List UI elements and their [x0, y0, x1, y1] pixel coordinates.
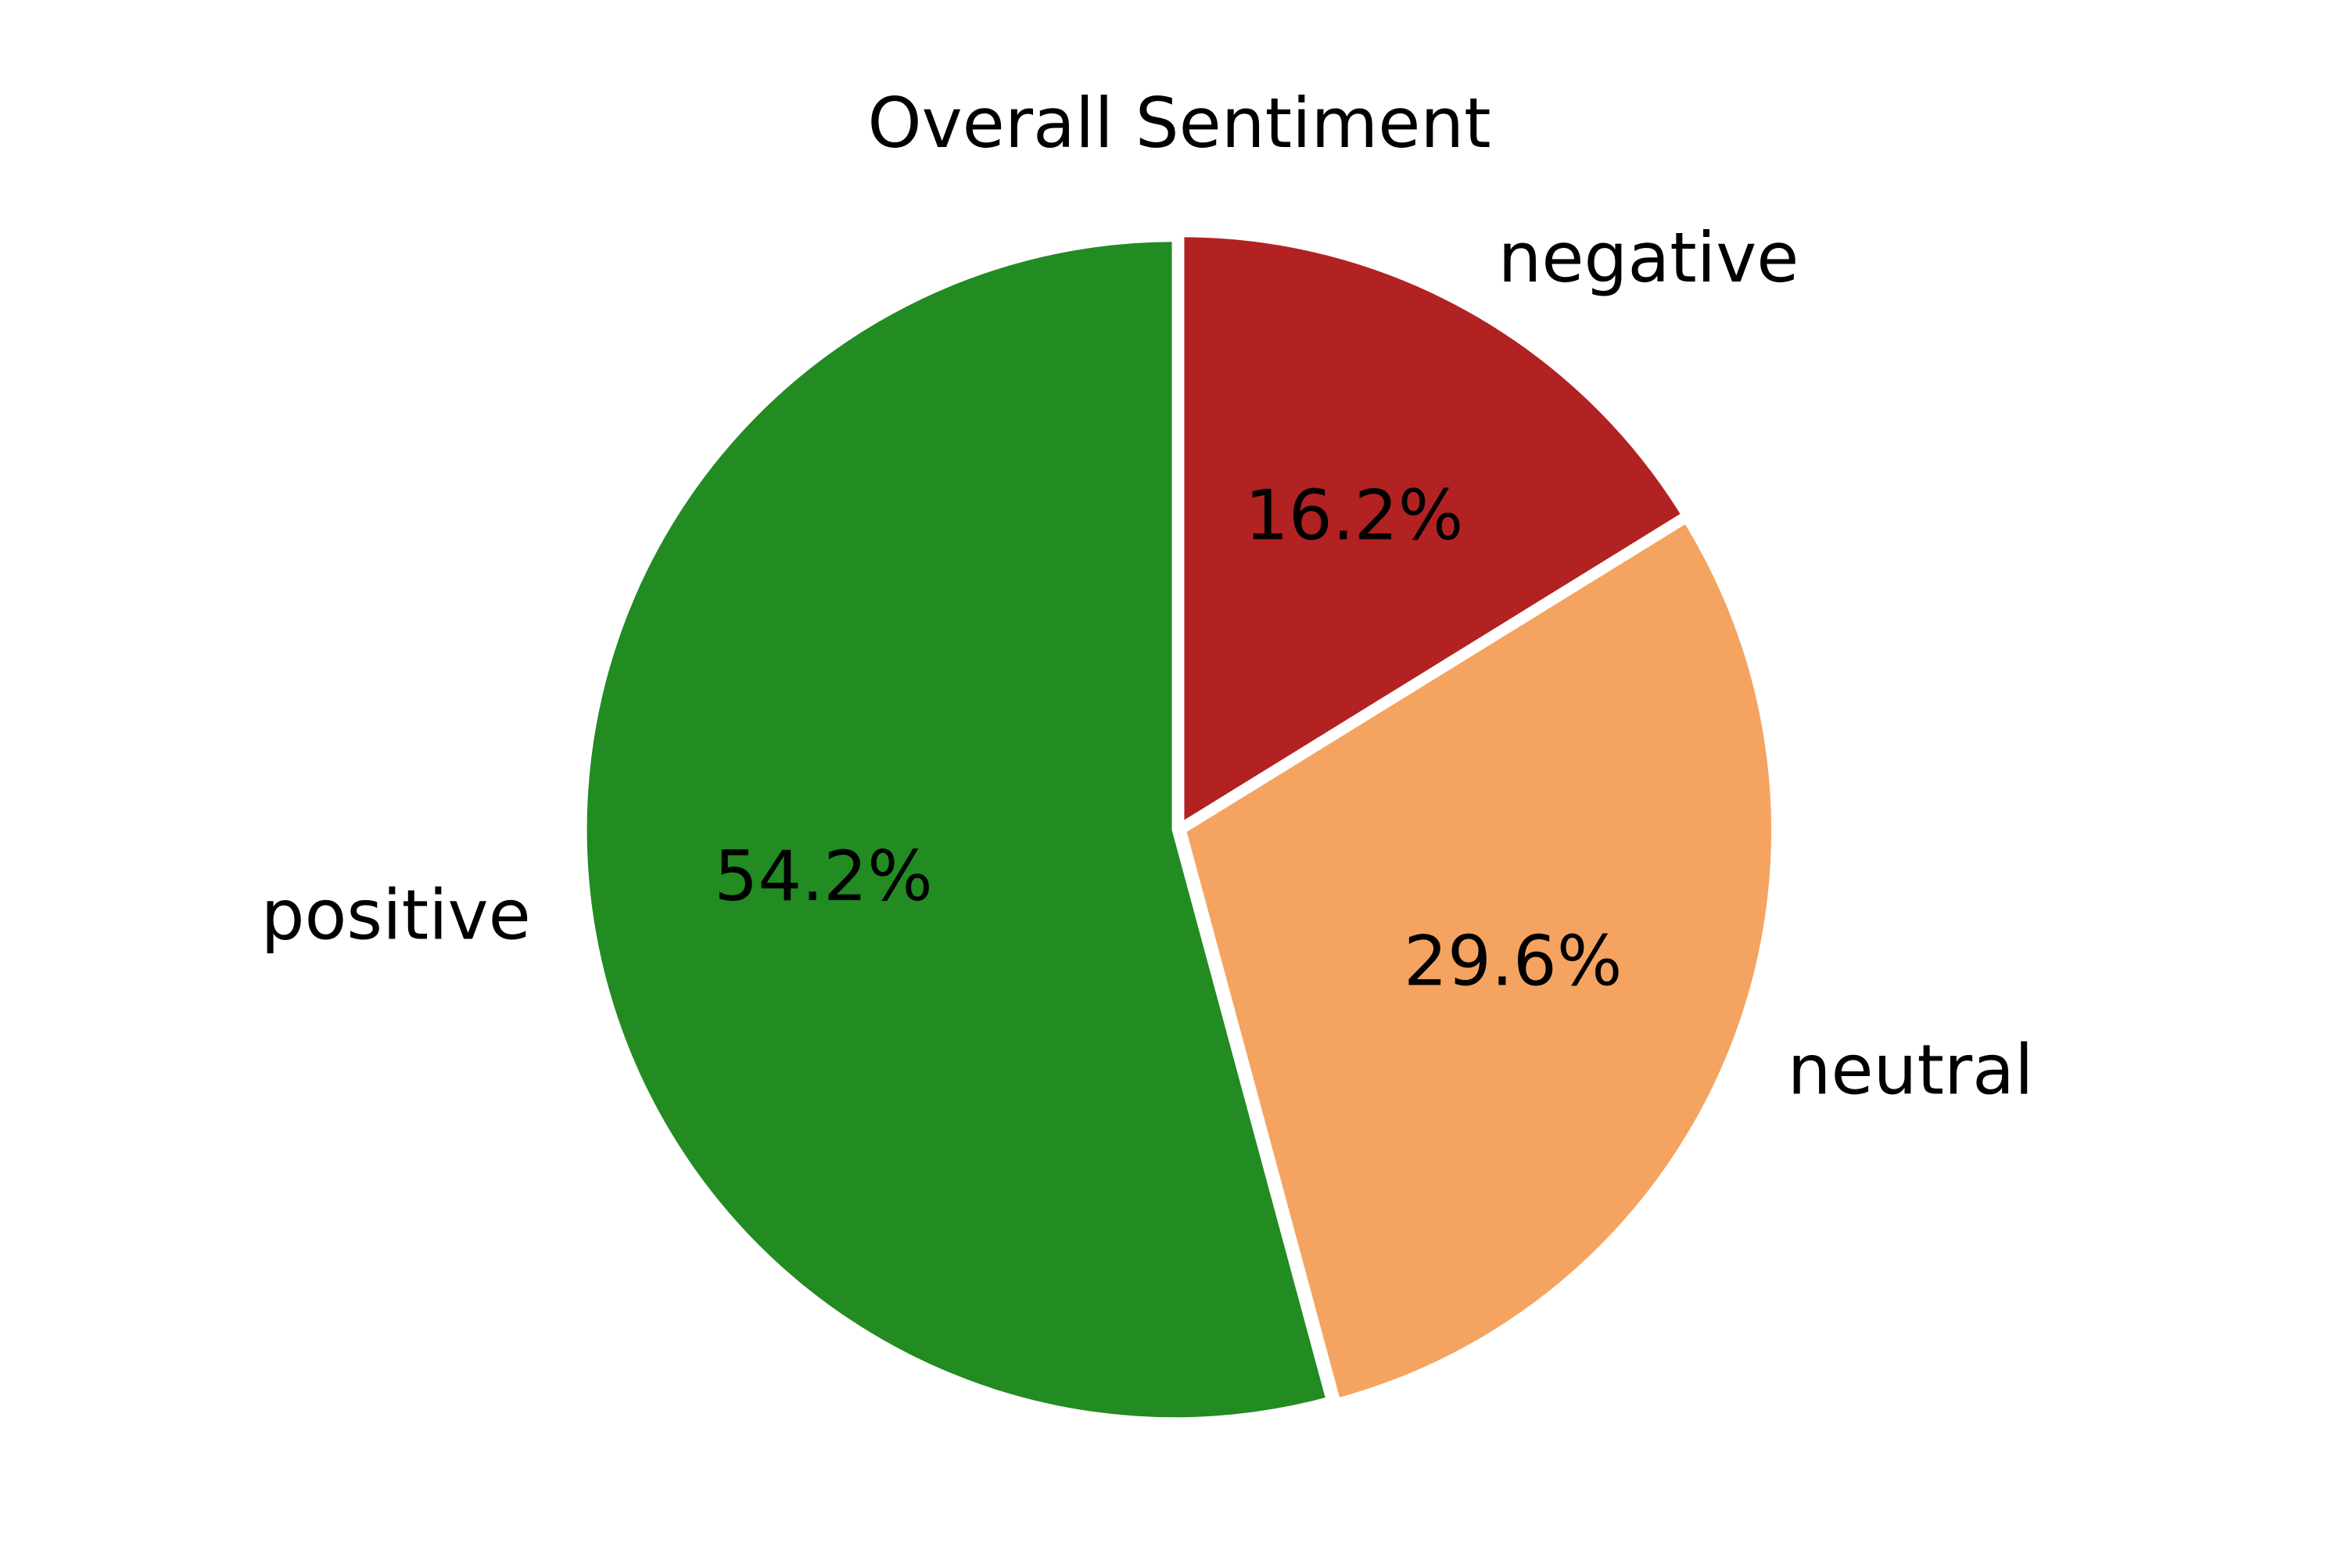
pie-value-label-positive: 54.2%: [714, 836, 933, 917]
pie-slice-positive: [581, 236, 1333, 1423]
pie-category-label-negative: negative: [1498, 217, 1799, 298]
pie-slice-neutral: [1180, 516, 1777, 1405]
pie-value-label-negative: 16.2%: [1245, 475, 1464, 556]
pie-labels: 16.2% negative 29.6% neutral 54.2% positive: [261, 217, 2034, 1110]
pie-category-label-positive: positive: [261, 875, 531, 956]
chart-title: Overall Sentiment: [867, 83, 1490, 163]
pie-category-label-neutral: neutral: [1788, 1029, 2034, 1110]
pie-wedges: [581, 231, 1777, 1423]
pie-slice-negative: [1178, 231, 1688, 831]
pie-value-label-neutral: 29.6%: [1404, 920, 1623, 1001]
